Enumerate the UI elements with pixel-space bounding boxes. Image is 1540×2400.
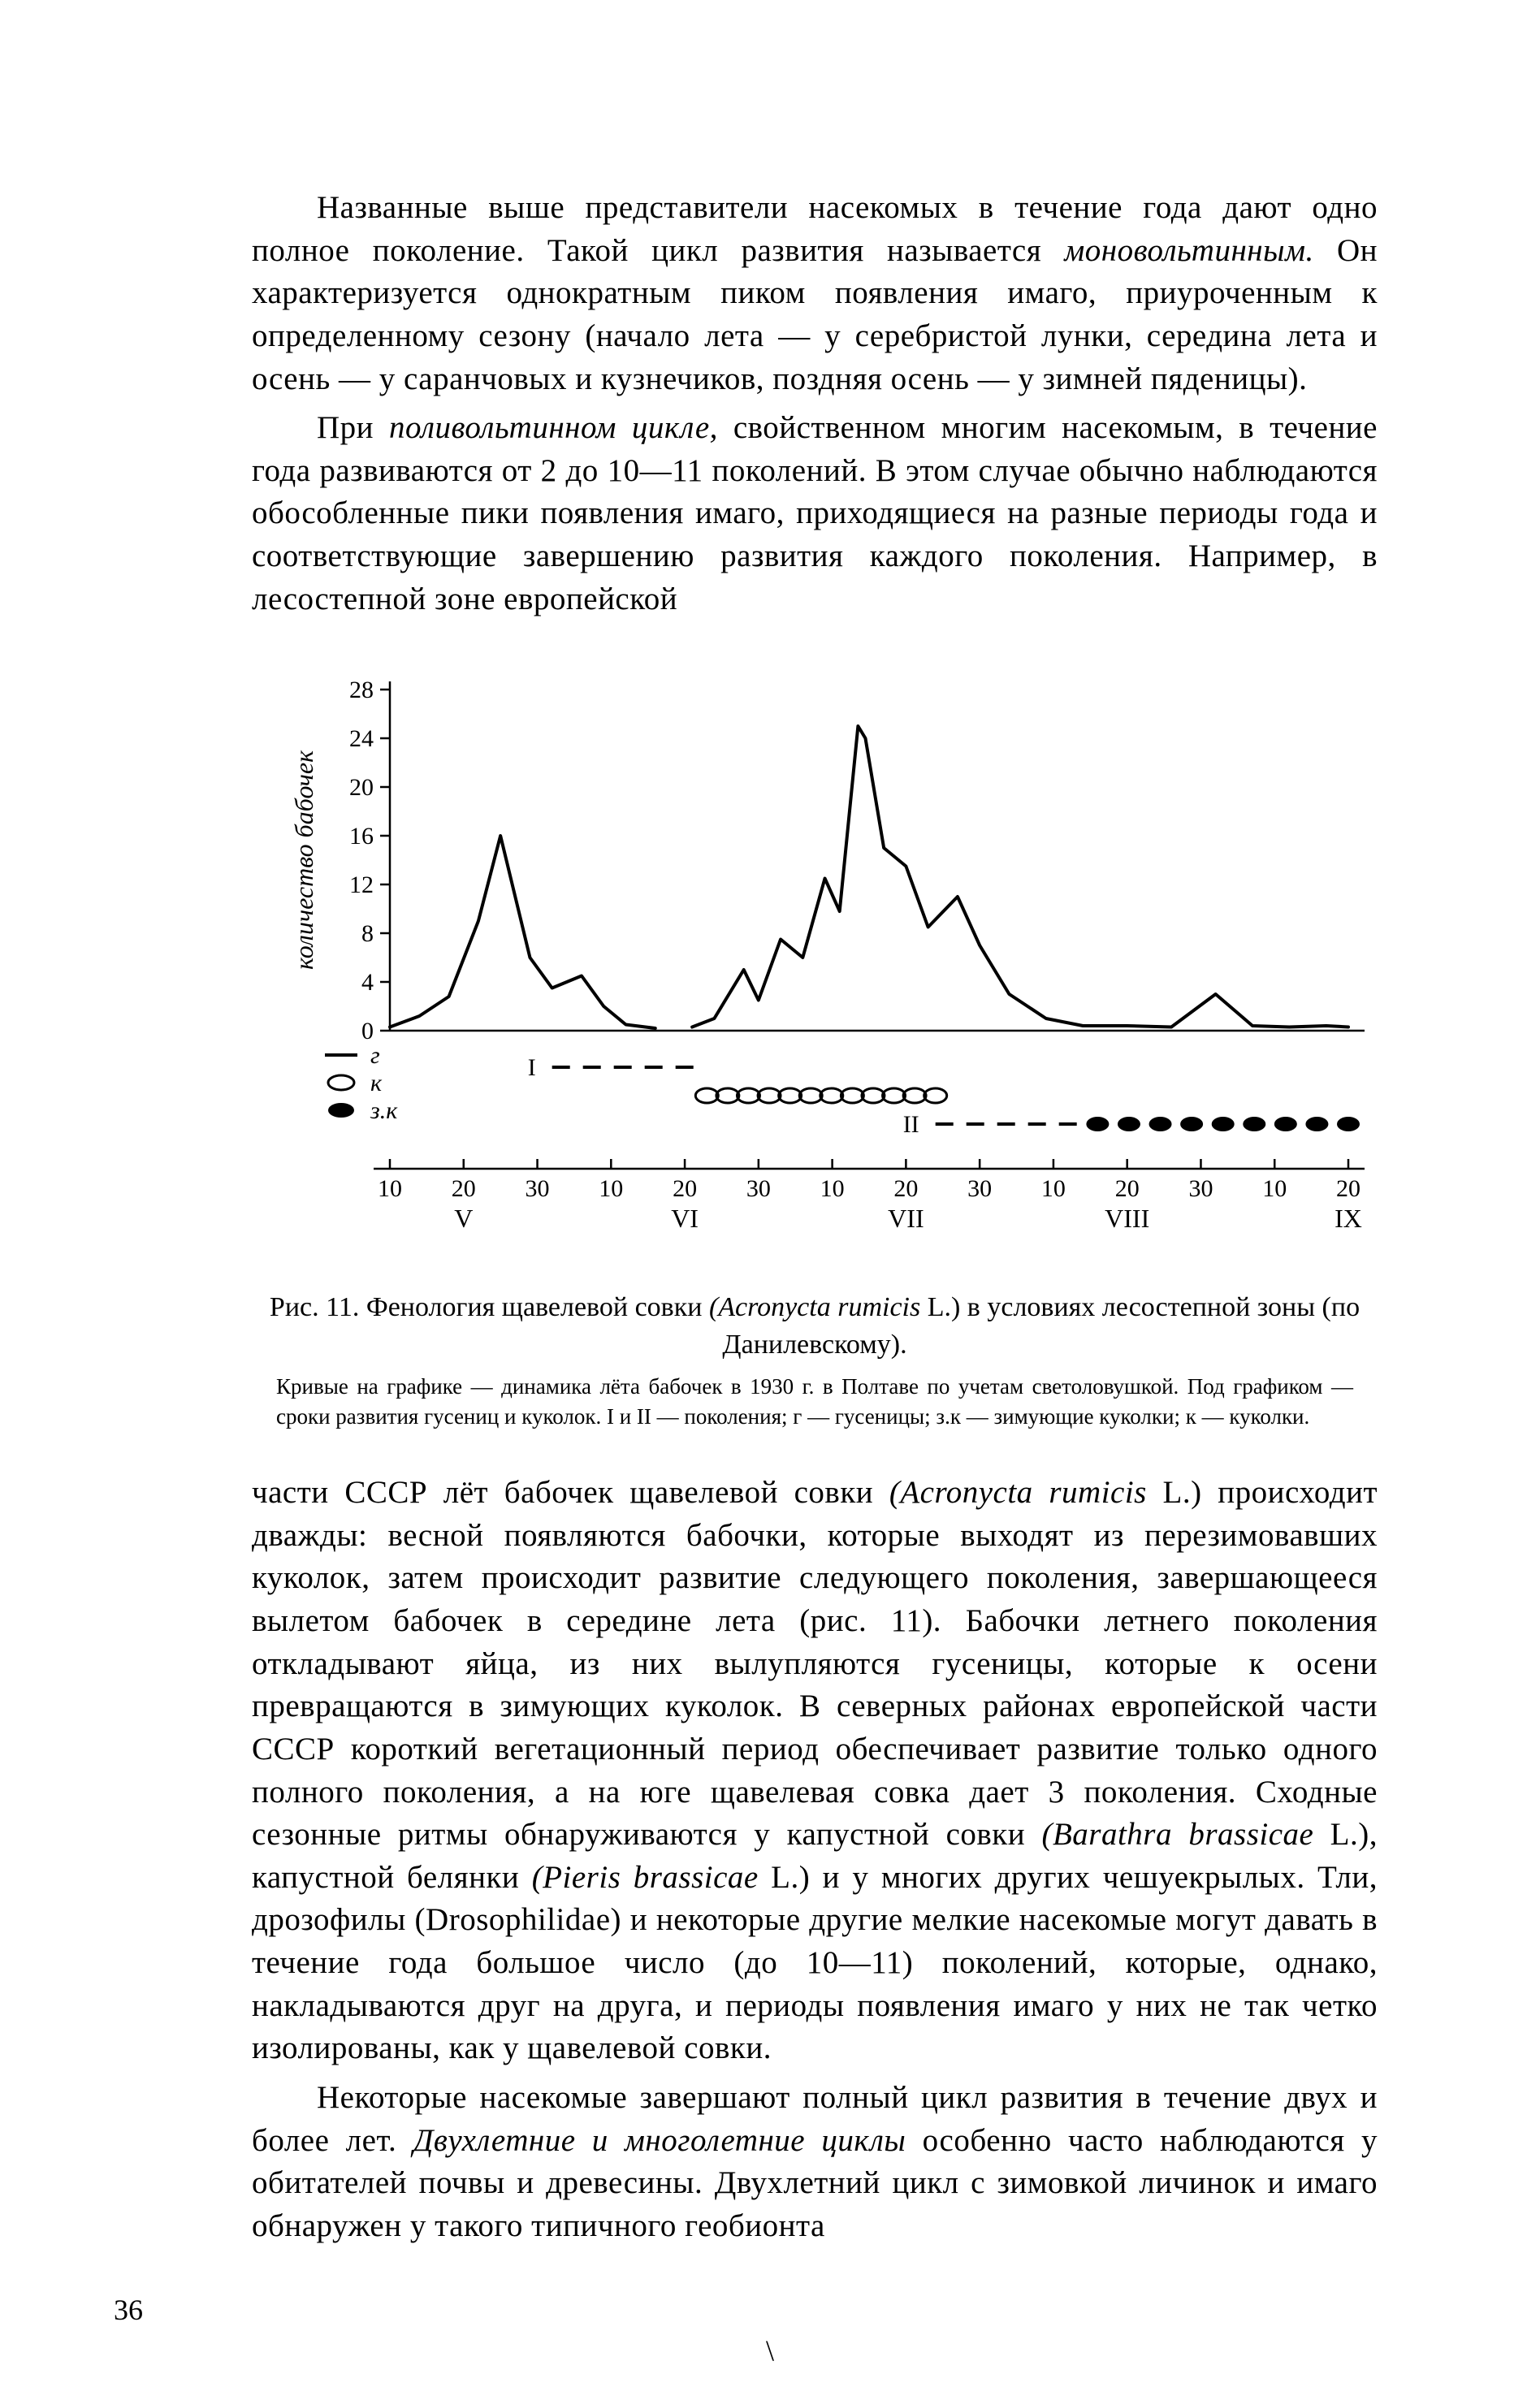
svg-text:II: II — [903, 1111, 919, 1138]
svg-text:16: 16 — [349, 823, 374, 850]
text: Рис. 11. Фенология щавелевой совки — [270, 1292, 709, 1322]
svg-text:з.к: з.к — [370, 1097, 398, 1124]
page-root: Названные выше представители насекомых в… — [0, 0, 1540, 2400]
svg-text:30: 30 — [746, 1175, 771, 1202]
figure-11: 0481216202428количество бабочекгкз.кIII1… — [252, 649, 1378, 1266]
svg-text:VIII: VIII — [1105, 1204, 1149, 1233]
svg-text:4: 4 — [361, 969, 374, 996]
svg-text:VI: VI — [671, 1204, 699, 1233]
paragraph-3: части СССР лёт бабочек щавелевой совки (… — [252, 1472, 1378, 2070]
text-italic: (Acronycta rumicis — [889, 1475, 1163, 1510]
text: части СССР лёт бабочек щавелевой совки — [252, 1475, 889, 1510]
svg-text:IX: IX — [1335, 1204, 1362, 1233]
figure-caption: Рис. 11. Фенология щавелевой совки (Acro… — [252, 1289, 1378, 1364]
svg-text:20: 20 — [673, 1175, 697, 1202]
text-italic: (Acronycta rumicis — [709, 1292, 928, 1322]
paragraph-4: Некоторые насекомые завершают полный цик… — [252, 2077, 1378, 2248]
text: При — [317, 410, 389, 445]
svg-text:20: 20 — [349, 774, 374, 801]
stray-slash: \ — [766, 2333, 774, 2368]
svg-text:количество бабочек: количество бабочек — [289, 750, 318, 970]
svg-text:28: 28 — [349, 677, 374, 703]
text-italic: Двухлетние и многолетние циклы — [413, 2123, 906, 2158]
svg-text:10: 10 — [599, 1175, 623, 1202]
paragraph-2: При поливольтинном цикле, свойственном м… — [252, 407, 1378, 621]
svg-text:VII: VII — [888, 1204, 924, 1233]
svg-text:20: 20 — [1115, 1175, 1140, 1202]
svg-text:20: 20 — [452, 1175, 476, 1202]
svg-text:10: 10 — [820, 1175, 845, 1202]
svg-text:10: 10 — [1262, 1175, 1287, 1202]
paragraph-1: Названные выше представители насекомых в… — [252, 187, 1378, 400]
svg-text:30: 30 — [1188, 1175, 1213, 1202]
figure-subcaption: Кривые на графике — динамика лёта бабоче… — [276, 1372, 1353, 1431]
svg-text:V: V — [454, 1204, 473, 1233]
text: L.) происходит дважды: весной появляются… — [252, 1475, 1378, 1852]
svg-text:10: 10 — [378, 1175, 402, 1202]
text-italic: моновольтинным. — [1064, 233, 1313, 268]
svg-text:10: 10 — [1041, 1175, 1066, 1202]
svg-text:I: I — [528, 1054, 536, 1081]
page-number: 36 — [114, 2293, 143, 2327]
svg-text:20: 20 — [1336, 1175, 1360, 1202]
svg-text:30: 30 — [967, 1175, 992, 1202]
text-italic: (Pieris brassicae — [532, 1860, 771, 1895]
svg-text:г: г — [370, 1042, 380, 1069]
svg-text:24: 24 — [349, 725, 374, 752]
svg-text:0: 0 — [361, 1018, 374, 1044]
text-italic: поливольтинном цикле, — [389, 410, 718, 445]
svg-text:30: 30 — [526, 1175, 550, 1202]
svg-text:8: 8 — [361, 920, 374, 947]
svg-text:12: 12 — [349, 871, 374, 898]
text-italic: (Barathra brassicae — [1041, 1817, 1330, 1852]
svg-text:20: 20 — [893, 1175, 918, 1202]
chart-svg: 0481216202428количество бабочекгкз.кIII1… — [252, 649, 1378, 1266]
svg-text:к: к — [370, 1070, 383, 1096]
